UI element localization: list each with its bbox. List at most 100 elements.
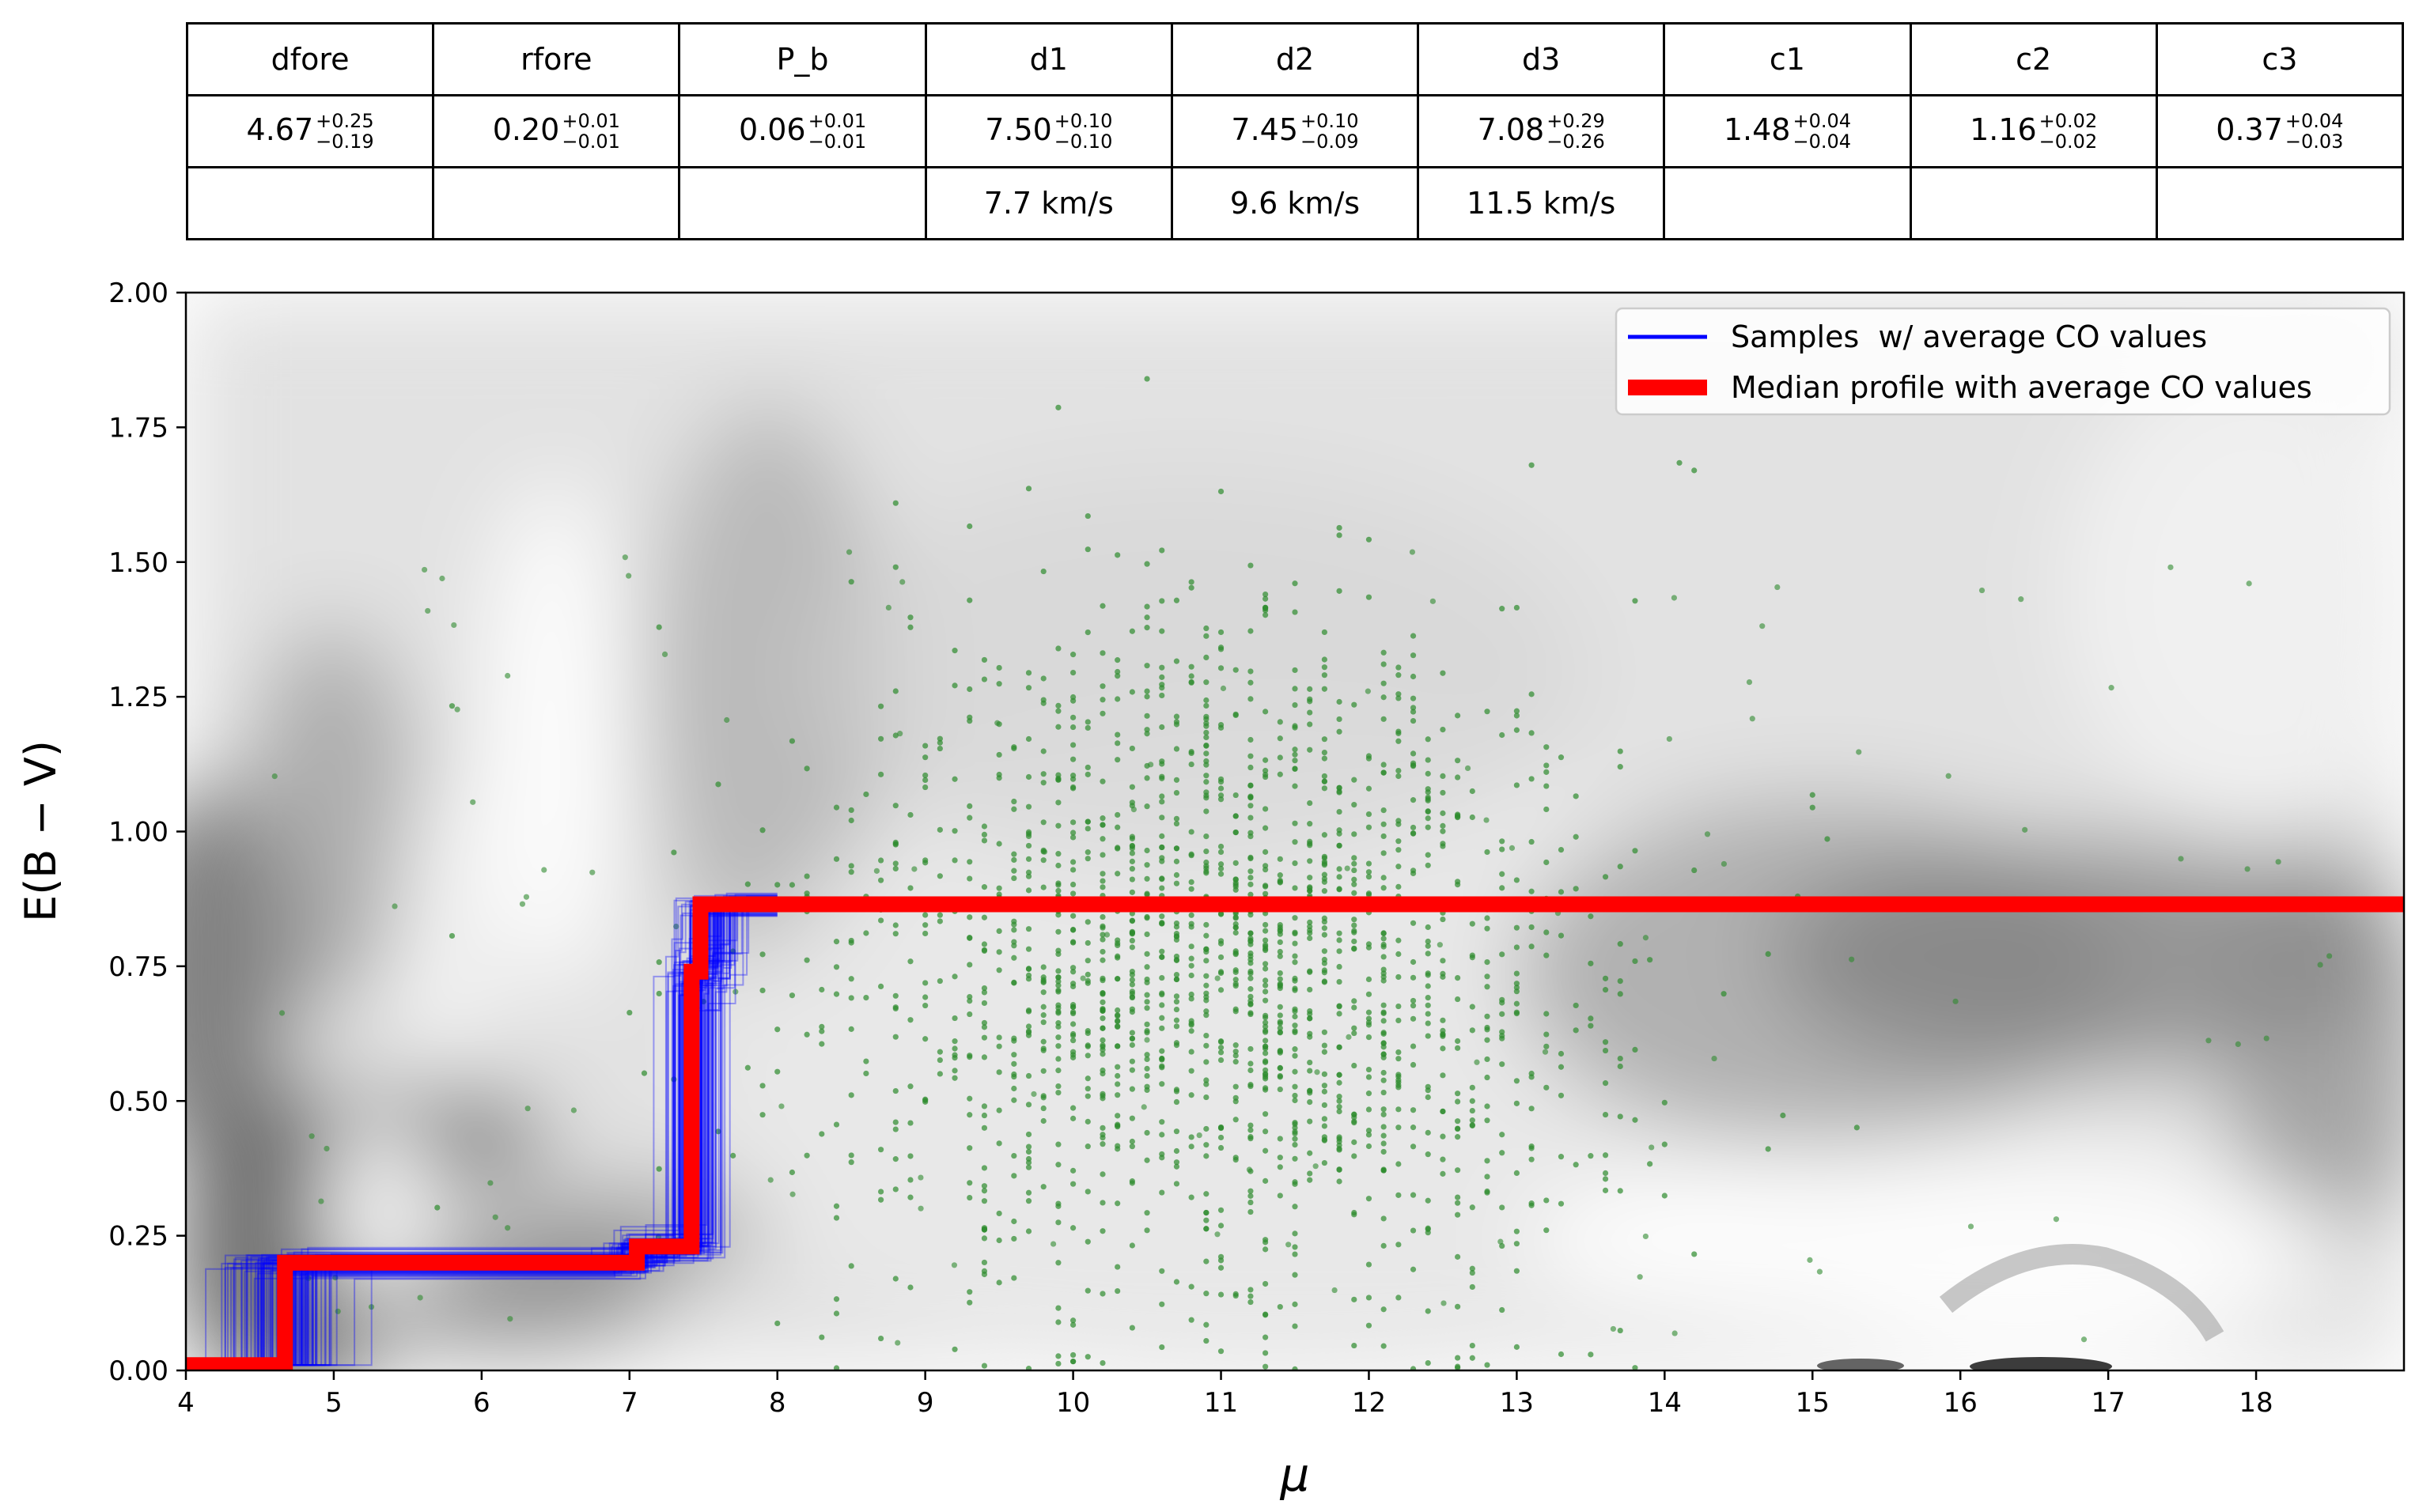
- star-point: [1410, 1003, 1417, 1009]
- star-point: [1262, 1050, 1269, 1057]
- star-point: [1115, 871, 1121, 877]
- star-point: [1277, 735, 1283, 742]
- star-point: [1144, 1065, 1150, 1072]
- star-point: [1247, 833, 1254, 840]
- star-point: [774, 882, 781, 888]
- star-point: [922, 857, 929, 864]
- star-point: [1292, 1013, 1298, 1020]
- star-point: [1543, 1084, 1550, 1091]
- star-point: [1602, 1039, 1609, 1045]
- star-point: [1336, 1044, 1342, 1050]
- star-point: [1070, 714, 1077, 720]
- star-point: [1528, 462, 1535, 468]
- star-point: [1247, 1293, 1254, 1299]
- star-point: [1336, 532, 1342, 539]
- x-tick-label: 13: [1500, 1387, 1534, 1419]
- star-point: [1070, 1321, 1077, 1328]
- star-point: [1307, 838, 1313, 845]
- star-point: [1292, 977, 1298, 984]
- star-point: [1483, 817, 1490, 823]
- star-point: [1203, 792, 1210, 799]
- star-point: [1321, 686, 1327, 692]
- star-point: [1528, 943, 1535, 950]
- star-point: [1425, 1033, 1431, 1039]
- star-point: [1173, 820, 1180, 827]
- star-point: [1425, 815, 1431, 822]
- star-point: [1203, 1291, 1210, 1297]
- star-point: [1100, 1291, 1106, 1297]
- star-point: [1159, 1002, 1165, 1008]
- star-point: [1543, 929, 1550, 936]
- star-point: [1262, 1015, 1269, 1021]
- star-point: [1144, 992, 1150, 998]
- star-point: [1262, 1239, 1269, 1246]
- star-point: [1321, 656, 1327, 663]
- star-point: [1558, 1092, 1565, 1098]
- star-point: [1144, 731, 1150, 737]
- star-point: [981, 1103, 988, 1109]
- star-point: [1513, 1100, 1520, 1106]
- star-point: [1025, 1072, 1032, 1079]
- star-point: [892, 922, 899, 928]
- star-point: [1543, 1031, 1550, 1038]
- star-point: [952, 1346, 958, 1352]
- star-point: [819, 1041, 825, 1047]
- star-point: [1425, 824, 1431, 830]
- star-point: [1321, 749, 1327, 756]
- value-minus: −0.19: [316, 130, 374, 153]
- star-point: [1247, 986, 1254, 992]
- star-point: [1344, 865, 1350, 871]
- star-point: [952, 648, 958, 654]
- star-point: [1395, 672, 1402, 679]
- star-point: [1321, 1071, 1327, 1077]
- star-point: [1085, 1287, 1091, 1294]
- star-point: [1277, 872, 1283, 879]
- star-point: [1632, 848, 1638, 854]
- star-point: [1292, 1301, 1298, 1307]
- star-point: [1365, 1106, 1372, 1113]
- value-uncertainty: +0.01 −0.01: [562, 111, 620, 152]
- star-point: [1277, 927, 1283, 933]
- star-point: [1336, 948, 1342, 954]
- star-point: [2205, 1038, 2212, 1044]
- star-point: [937, 1057, 943, 1064]
- star-point: [1440, 841, 1446, 847]
- star-point: [1159, 761, 1165, 767]
- star-point: [1395, 1242, 1402, 1248]
- star-point: [1070, 742, 1077, 748]
- star-point: [892, 992, 899, 999]
- star-point: [1203, 1094, 1210, 1101]
- star-point: [819, 1131, 825, 1137]
- star-point: [1336, 1108, 1342, 1115]
- star-point: [278, 1010, 286, 1016]
- star-point: [1040, 1012, 1047, 1019]
- star-point: [1055, 928, 1062, 935]
- star-point: [1217, 488, 1225, 495]
- star-point: [1262, 1177, 1269, 1184]
- star-point: [1040, 1038, 1047, 1045]
- star-point: [892, 1034, 899, 1040]
- star-point: [1159, 855, 1165, 861]
- table-velocity-c2: [1909, 166, 2158, 240]
- star-point: [1307, 1170, 1313, 1177]
- star-point: [1469, 1342, 1475, 1349]
- star-point: [1159, 1132, 1165, 1138]
- star-point: [1100, 1200, 1106, 1206]
- star-point: [1247, 881, 1254, 887]
- star-point: [1129, 1008, 1135, 1015]
- star-point: [1395, 883, 1402, 890]
- star-point: [1440, 773, 1446, 780]
- star-point: [1055, 1162, 1062, 1168]
- table-value-c3: 0.37 +0.04 −0.03: [2155, 94, 2405, 168]
- x-tick-label: 16: [1944, 1387, 1978, 1419]
- star-point: [1666, 735, 1672, 743]
- star-point: [1159, 1344, 1165, 1351]
- star-point: [1336, 1178, 1342, 1185]
- star-point: [1380, 1009, 1387, 1015]
- star-point: [789, 738, 796, 744]
- star-point: [1336, 1079, 1342, 1086]
- star-point: [1380, 1124, 1387, 1130]
- star-point: [1351, 1296, 1357, 1302]
- star-point: [1455, 758, 1461, 764]
- star-point: [1513, 1344, 1520, 1350]
